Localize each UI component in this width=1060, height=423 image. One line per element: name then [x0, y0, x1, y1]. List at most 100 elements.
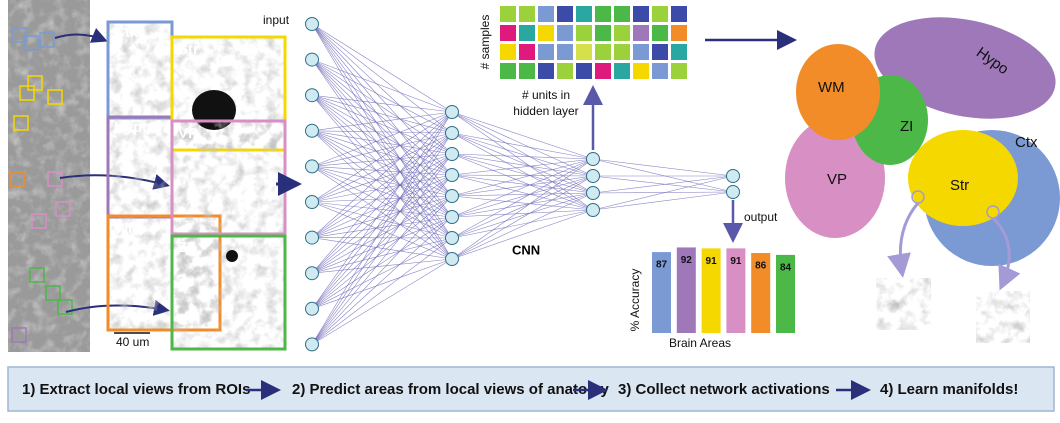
activation-cell: [519, 63, 535, 79]
activation-cell: [652, 25, 668, 41]
edge: [593, 159, 733, 176]
chart-y-label: % Accuracy: [628, 269, 642, 332]
activation-cell: [595, 44, 611, 60]
units-label: # units in: [522, 88, 570, 102]
node: [446, 190, 459, 203]
node: [306, 53, 319, 66]
activation-cell: [595, 6, 611, 22]
edge: [312, 95, 452, 175]
activation-cell: [576, 44, 592, 60]
activation-cell: [633, 44, 649, 60]
edge: [593, 159, 733, 192]
units-label: hidden layer: [513, 104, 578, 118]
edge: [312, 259, 452, 273]
activation-cell: [538, 44, 554, 60]
edge: [312, 259, 452, 309]
activation-cell: [538, 6, 554, 22]
edge: [312, 24, 452, 217]
step: 4) Learn manifolds!: [880, 381, 1018, 398]
patch-label: Str: [178, 41, 199, 58]
activation-cell: [557, 6, 573, 22]
edge: [452, 112, 593, 159]
edge: [312, 95, 452, 133]
cnn-label: CNN: [512, 242, 540, 257]
activation-cell: [633, 25, 649, 41]
edge: [452, 176, 593, 238]
activation-cell: [519, 44, 535, 60]
activation-cell: [557, 44, 573, 60]
patches: Ctx Hypo WM Str VP ZI 40 um: [108, 22, 296, 349]
edge: [312, 217, 452, 344]
activation-cell: [614, 6, 630, 22]
value-label: 84: [780, 263, 792, 274]
activation-cell: [500, 25, 516, 41]
activation-cell: [500, 63, 516, 79]
output-label: output: [744, 210, 778, 224]
edge: [452, 159, 593, 217]
edge: [312, 238, 452, 344]
activation-cell: [614, 44, 630, 60]
manifold-label: Str: [950, 177, 969, 194]
activation-cell: [633, 63, 649, 79]
edge: [312, 24, 452, 112]
activation-cell: [538, 63, 554, 79]
activation-cell: [671, 25, 687, 41]
activation-cell: [595, 63, 611, 79]
node: [306, 267, 319, 280]
node: [306, 89, 319, 102]
activation-cell: [652, 6, 668, 22]
edge: [312, 60, 452, 154]
activation-cell: [614, 63, 630, 79]
manifold-label: ZI: [900, 118, 913, 135]
edge: [452, 176, 593, 196]
activation-cell: [576, 63, 592, 79]
input-label: input: [263, 13, 290, 27]
activation-cell: [519, 6, 535, 22]
node: [587, 153, 600, 166]
scale-bar-label: 40 um: [116, 335, 149, 349]
node: [446, 169, 459, 182]
manifold-label: WM: [818, 79, 845, 96]
patch-label: WM: [114, 220, 141, 237]
edge: [452, 175, 593, 176]
node: [306, 231, 319, 244]
node: [306, 18, 319, 31]
manifold-label: Ctx: [1015, 134, 1038, 151]
edge: [452, 210, 593, 238]
activation-cell: [652, 44, 668, 60]
node: [446, 253, 459, 266]
patch-label: Hypo: [114, 119, 152, 136]
activation-cell: [538, 25, 554, 41]
node: [587, 204, 600, 217]
node: [306, 302, 319, 315]
edge: [312, 131, 452, 175]
step: 2) Predict areas from local views of ana…: [292, 381, 609, 398]
edge: [312, 131, 452, 196]
activation-cell: [557, 63, 573, 79]
activation-cell: [671, 6, 687, 22]
edge: [593, 192, 733, 210]
node: [306, 160, 319, 173]
manifold-label: VP: [827, 171, 847, 188]
edge: [312, 60, 452, 175]
edge: [312, 60, 452, 133]
activation-cell: [500, 6, 516, 22]
activation-cell: [595, 25, 611, 41]
activation-cell: [633, 6, 649, 22]
value-label: 91: [730, 256, 742, 267]
activation-cell: [652, 63, 668, 79]
patch-label: VP: [178, 125, 198, 142]
manifold: WM ZI Hypo VP Str Ctx: [785, 2, 1060, 343]
edge: [312, 196, 452, 344]
edge: [312, 259, 452, 344]
activation-cell: [576, 6, 592, 22]
activation-cell: [671, 63, 687, 79]
node: [446, 106, 459, 119]
node: [306, 124, 319, 137]
edge: [452, 133, 593, 159]
patch-label: Ctx: [114, 24, 139, 41]
steps-bar: 1) Extract local views from ROIs 2) Pred…: [8, 367, 1054, 411]
node: [446, 127, 459, 140]
